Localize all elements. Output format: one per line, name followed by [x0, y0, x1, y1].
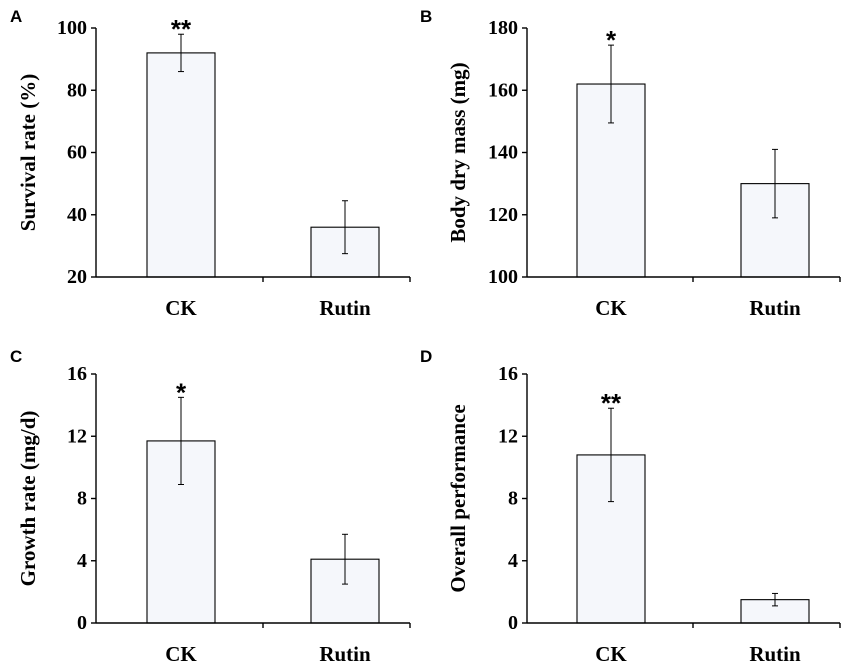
significance-marker: **	[171, 14, 192, 44]
y-tick-label: 12	[498, 425, 518, 447]
category-label: Rutin	[319, 642, 371, 666]
category-label: Rutin	[749, 642, 801, 666]
y-tick-label: 16	[498, 363, 518, 385]
significance-marker: *	[176, 377, 187, 407]
y-axis-title: Body dry mass (mg)	[446, 62, 470, 242]
y-tick-label: 80	[67, 79, 87, 101]
category-label: CK	[165, 642, 197, 666]
y-tick-label: 4	[77, 550, 87, 572]
panel-letter: B	[420, 7, 432, 26]
y-axis-title: Survival rate (%)	[16, 74, 40, 231]
y-tick-label: 20	[67, 266, 87, 288]
y-tick-label: 8	[508, 488, 518, 510]
category-label: CK	[595, 642, 627, 666]
significance-marker: **	[601, 388, 622, 418]
y-tick-label: 120	[488, 204, 518, 226]
category-label: CK	[595, 296, 627, 320]
y-tick-label: 140	[488, 142, 518, 164]
panel-letter: D	[420, 347, 432, 366]
bar-ck	[146, 52, 216, 278]
panel-letter: A	[10, 7, 22, 26]
panel-letter: C	[10, 347, 22, 366]
y-tick-label: 100	[57, 17, 87, 39]
chart-panel-a: A Survival rate (%) ** CK Rutin 20 40 60 80 100	[10, 7, 411, 320]
y-axis-title: Growth rate (mg/d)	[16, 411, 40, 587]
y-tick-label: 100	[488, 266, 518, 288]
y-tick-label: 60	[67, 142, 87, 164]
y-tick-label: 0	[508, 612, 518, 634]
y-tick-label: 8	[77, 488, 87, 510]
y-tick-label: 40	[67, 204, 87, 226]
y-axis-title: Overall performance	[446, 404, 470, 592]
chart-panel-b: B Body dry mass (mg) * CK Rutin 100 120 140 160 1…	[420, 7, 841, 320]
y-tick-label: 12	[67, 425, 87, 447]
category-label: Rutin	[319, 296, 371, 320]
y-tick-label: 180	[488, 17, 518, 39]
category-label: CK	[165, 296, 197, 320]
y-tick-label: 4	[508, 550, 518, 572]
significance-marker: *	[606, 25, 617, 55]
chart-panel-d: D Overall performance ** CK Rutin 0 4 8 12 16	[420, 347, 841, 666]
y-tick-label: 16	[67, 363, 87, 385]
chart-panel-c: C Growth rate (mg/d) * CK Rutin 0 4 8 12 16	[10, 347, 411, 666]
category-label: Rutin	[749, 296, 801, 320]
y-tick-label: 0	[77, 612, 87, 634]
y-tick-label: 160	[488, 79, 518, 101]
